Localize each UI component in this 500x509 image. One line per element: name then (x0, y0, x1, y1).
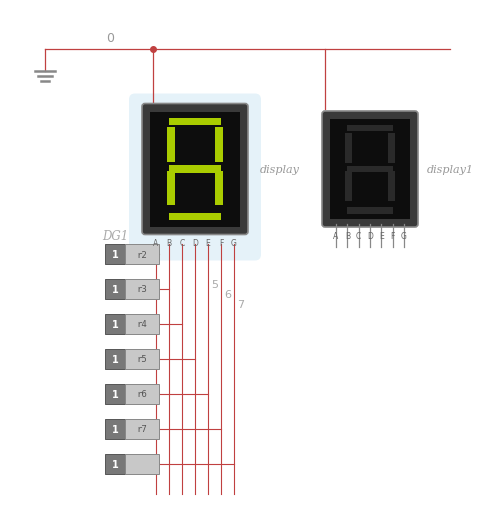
Bar (105, 349, 125, 369)
Text: D: D (192, 239, 198, 248)
Bar (125, 419, 159, 439)
Text: 1: 1 (112, 249, 118, 260)
Bar (345, 171, 352, 201)
Bar (150, 112, 240, 227)
Bar (345, 133, 352, 163)
Bar (125, 454, 159, 474)
Text: D: D (367, 232, 373, 241)
Bar (125, 384, 159, 404)
Bar (216, 128, 223, 162)
Bar (125, 349, 159, 369)
Bar (167, 128, 174, 162)
Text: G: G (231, 239, 237, 248)
Bar (388, 133, 395, 163)
Bar (105, 244, 125, 265)
Bar (105, 384, 125, 404)
Text: r5: r5 (136, 355, 147, 364)
Text: 7: 7 (237, 299, 244, 309)
Text: G: G (401, 232, 407, 241)
Bar (168, 119, 222, 126)
Text: 0: 0 (106, 32, 114, 45)
Bar (388, 171, 395, 201)
Text: B: B (166, 239, 172, 248)
Text: A: A (334, 232, 338, 241)
Bar (105, 315, 125, 334)
Text: F: F (390, 232, 395, 241)
Text: 1: 1 (112, 459, 118, 469)
Bar (105, 419, 125, 439)
Text: DG1: DG1 (102, 230, 128, 243)
FancyBboxPatch shape (142, 104, 248, 235)
Text: F: F (219, 239, 223, 248)
Bar (167, 171, 174, 206)
Text: r6: r6 (136, 390, 147, 399)
Text: C: C (356, 232, 362, 241)
Bar (168, 166, 222, 174)
Text: E: E (206, 239, 210, 248)
Text: 1: 1 (112, 424, 118, 434)
Bar (105, 279, 125, 299)
Text: 1: 1 (112, 389, 118, 399)
Bar (125, 315, 159, 334)
Text: r2: r2 (136, 250, 147, 259)
Bar (346, 125, 394, 132)
Bar (330, 120, 410, 219)
Bar (105, 454, 125, 474)
FancyBboxPatch shape (322, 112, 418, 228)
Text: C: C (180, 239, 184, 248)
FancyBboxPatch shape (129, 94, 261, 261)
Text: B: B (345, 232, 350, 241)
Text: 1: 1 (112, 354, 118, 364)
Bar (346, 208, 394, 214)
Text: A: A (154, 239, 158, 248)
Text: 6: 6 (224, 290, 231, 299)
Bar (346, 166, 394, 173)
Bar (125, 244, 159, 265)
Text: r4: r4 (136, 320, 147, 329)
Text: display1: display1 (427, 165, 474, 175)
Text: 1: 1 (112, 285, 118, 294)
Text: 1: 1 (112, 319, 118, 329)
Text: E: E (379, 232, 384, 241)
Text: 5: 5 (211, 279, 218, 290)
Text: display: display (260, 165, 300, 175)
Bar (168, 213, 222, 221)
Bar (216, 171, 223, 206)
Bar (125, 279, 159, 299)
Text: r3: r3 (136, 285, 147, 294)
Text: r7: r7 (136, 425, 147, 434)
